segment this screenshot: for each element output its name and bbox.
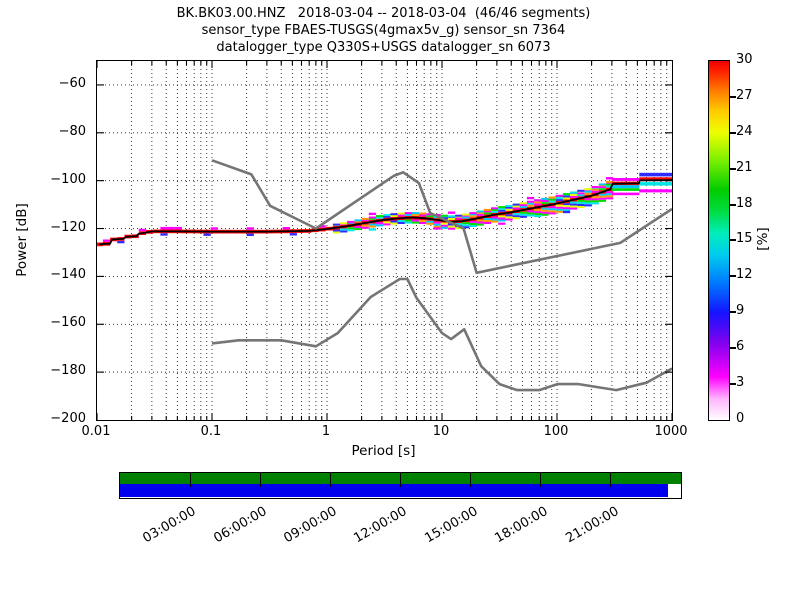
y-tick-label: −160 (50, 315, 86, 330)
y-tick-label: −60 (58, 76, 86, 91)
nlnm-curve (211, 277, 672, 392)
coverage-time-tick (540, 473, 542, 487)
coverage-time-tick (400, 473, 402, 487)
colorbar-tick-label: 12 (736, 267, 753, 282)
colorbar-tick-label: 30 (736, 52, 753, 67)
coverage-time-tick (470, 473, 472, 487)
nhnm-curve (211, 159, 672, 275)
time-tick-label: 21:00:00 (563, 504, 622, 547)
psd-histogram-band (97, 172, 672, 247)
colorbar-tick (730, 239, 736, 241)
colorbar-tick-label: 15 (736, 231, 753, 246)
time-tick-label: 06:00:00 (211, 504, 270, 547)
time-tick-label: 12:00:00 (351, 504, 410, 547)
x-tick-label: 1000 (654, 424, 688, 439)
colorbar-tick (730, 275, 736, 277)
x-tick-label: 1 (321, 424, 331, 439)
colorbar-tick-label: 27 (736, 88, 753, 103)
colorbar-tick (730, 383, 736, 385)
colorbar-tick (730, 311, 736, 313)
ppsd-plot-canvas (97, 61, 672, 420)
psd-mode-line (99, 179, 672, 246)
colorbar-tick (730, 347, 736, 349)
colorbar-tick-label: 6 (736, 339, 745, 354)
grid (97, 61, 672, 420)
colorbar (708, 60, 730, 421)
colorbar-tick (730, 204, 736, 206)
colorbar-tick (730, 132, 736, 134)
plot-subtitle-datalogger: datalogger_type Q330S+USGS datalogger_sn… (216, 40, 551, 55)
time-tick-label: 03:00:00 (140, 504, 199, 547)
tick-marks (97, 61, 672, 420)
y-tick-label: −100 (50, 172, 86, 187)
time-tick-label: 09:00:00 (281, 504, 340, 547)
time-tick-label: 15:00:00 (422, 504, 481, 547)
colorbar-tick-label: 21 (736, 160, 753, 175)
x-tick-label: 0.1 (200, 424, 222, 439)
y-tick-label: −180 (50, 363, 86, 378)
colorbar-tick (730, 168, 736, 170)
colorbar-tick-label: 9 (736, 303, 745, 318)
y-tick-label: −200 (50, 411, 86, 426)
colorbar-tick-label: 24 (736, 124, 753, 139)
y-tick-label: −80 (58, 124, 86, 139)
colorbar-tick (730, 96, 736, 98)
coverage-time-tick (610, 473, 612, 487)
x-axis-label: Period [s] (351, 443, 416, 459)
coverage-row-psd-segments (120, 484, 669, 497)
y-tick-label: −140 (50, 267, 86, 282)
colorbar-units-label: [%] (755, 227, 771, 251)
ppsd-plot-area (96, 60, 673, 421)
x-tick-label: 10 (432, 424, 450, 439)
x-tick-label: 0.01 (81, 424, 111, 439)
colorbar-tick-label: 0 (736, 411, 745, 426)
coverage-time-tick (260, 473, 262, 487)
plot-title: BK.BK03.00.HNZ 2018-03-04 -- 2018-03-04 … (176, 6, 591, 21)
x-tick-label: 100 (543, 424, 569, 439)
colorbar-tick-label: 18 (736, 196, 753, 211)
coverage-bar (119, 472, 682, 499)
time-tick-label: 18:00:00 (492, 504, 551, 547)
y-tick-label: −120 (50, 220, 86, 235)
coverage-time-tick (190, 473, 192, 487)
coverage-time-tick (330, 473, 332, 487)
plot-subtitle-sensor: sensor_type FBAES-TUSGS(4gmax5v_g) senso… (201, 23, 566, 38)
colorbar-tick-label: 3 (736, 375, 745, 390)
y-axis-label: Power [dB] (14, 203, 30, 277)
